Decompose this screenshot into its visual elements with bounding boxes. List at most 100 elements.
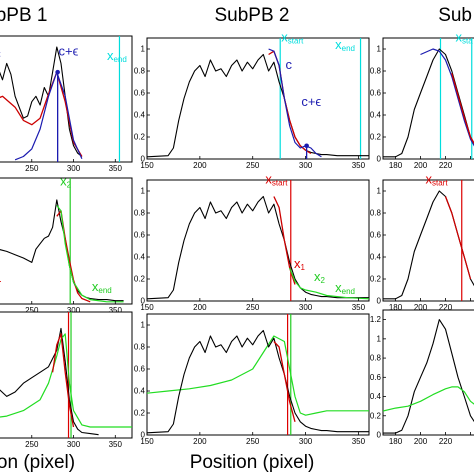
- y-tick-label-6: 1.2: [370, 315, 382, 324]
- x-tick-label-0: 180: [389, 303, 403, 312]
- x-tick-label-1: 200: [414, 303, 428, 312]
- panel-grid: 250300350cc+ϵxend250300350x21xend2503003…: [0, 29, 474, 449]
- series-fit-2: [51, 333, 75, 428]
- x-tick-label-2: 220: [439, 303, 453, 312]
- annotation-1: c+ϵ: [58, 44, 78, 59]
- x-tick-label-3: 300: [299, 303, 313, 312]
- y-tick-label-3: 0.6: [370, 373, 382, 382]
- column-title-1: SubPB 1: [0, 5, 48, 26]
- plot-area: [383, 180, 474, 301]
- y-tick-label-0: 0: [141, 431, 146, 440]
- y-tick-label-4: 0.8: [370, 209, 382, 218]
- stem-point-0: [304, 143, 309, 149]
- series-smooth-2: [56, 205, 124, 303]
- series-gaussian-2: [14, 71, 83, 161]
- x-tick-label-4: 350: [352, 161, 366, 170]
- y-tick-label-2: 0.4: [134, 111, 146, 120]
- annotation-0: c: [0, 46, 1, 61]
- x-axis-label-center: Position (pixel): [190, 452, 315, 473]
- x-tick-label-2: 220: [439, 437, 453, 446]
- y-tick-label-5: 1: [141, 45, 146, 54]
- x-tick-label-0: 150: [140, 303, 154, 312]
- y-tick-label-1: 0.2: [370, 133, 382, 142]
- y-tick-label-4: 0.8: [134, 209, 146, 218]
- x-tick-label-1: 300: [67, 306, 81, 315]
- y-tick-label-2: 0.4: [370, 111, 382, 120]
- x-tick-label-1: 200: [193, 161, 207, 170]
- x-tick-label-1: 300: [67, 164, 81, 173]
- plot-area: [0, 312, 132, 438]
- annotation-2: x2: [314, 269, 326, 285]
- column-title-2: SubPB 2: [215, 5, 290, 26]
- annotation-2: c+ϵ: [301, 94, 321, 109]
- annotation-sub-0: 2: [67, 181, 72, 190]
- plot-area: [383, 319, 474, 434]
- panel-col3-row2: 180 200 220 0 0.2 0.4 0.6 0.8 1 xstart: [370, 171, 474, 312]
- y-tick-label-0: 0: [377, 297, 382, 306]
- annotation-sub-1: 1: [300, 263, 305, 272]
- y-tick-label-4: 0.8: [134, 67, 146, 76]
- column-title-3: Sub: [438, 5, 472, 26]
- annotation-sub-0: start: [432, 178, 448, 187]
- y-tick-label-5: 1: [141, 187, 146, 196]
- y-tick-label-1: 0.2: [370, 411, 382, 420]
- y-tick-label-2: 0.4: [134, 253, 146, 262]
- x-axis-label-left: on (pixel): [0, 452, 75, 473]
- x-tick-label-1: 300: [67, 440, 81, 449]
- x-tick-label-3: 300: [299, 161, 313, 170]
- panel-frame: [382, 309, 474, 436]
- panel-frame: [146, 313, 370, 436]
- x-tick-label-1: 200: [193, 437, 207, 446]
- y-tick-label-3: 0.6: [134, 231, 146, 240]
- x-tick-label-3: 300: [299, 437, 313, 446]
- y-tick-label-3: 0.6: [134, 89, 146, 98]
- panel-col3-row1: 180 200 220 0 0.2 0.4 0.6 0.8 1 xsta: [370, 29, 474, 170]
- panel-frame: [382, 179, 474, 302]
- y-tick-label-0: 0: [377, 431, 382, 440]
- plot-area: [147, 38, 369, 159]
- series-profile-0: [383, 319, 474, 434]
- y-tick-label-4: 0.8: [134, 343, 146, 352]
- y-tick-label-2: 0.4: [370, 253, 382, 262]
- annotation-1: c: [285, 57, 292, 72]
- y-tick-label-3: 0.6: [134, 365, 146, 374]
- panel-col3-row3: 180 200 220 0 0.2 0.4 0.6 0.8 1 1.2: [370, 309, 474, 446]
- y-tick-label-2: 0.4: [370, 392, 382, 401]
- x-tick-label-1: 200: [193, 303, 207, 312]
- x-tick-label-2: 350: [109, 440, 123, 449]
- x-tick-label-0: 180: [389, 161, 403, 170]
- annotation-1: 1: [0, 270, 1, 285]
- x-tick-label-2: 350: [109, 306, 123, 315]
- y-tick-label-5: 1: [141, 321, 146, 330]
- series-profile-1: [147, 329, 369, 434]
- annotation-sub-3: end: [342, 44, 355, 53]
- stem-point-0: [55, 69, 60, 75]
- y-tick-label-0: 0: [377, 155, 382, 164]
- x-tick-label-4: 350: [352, 303, 366, 312]
- x-tick-label-0: 250: [25, 440, 39, 449]
- series-profile-0: [0, 327, 99, 436]
- series-smooth-1: [0, 333, 132, 428]
- annotation-0: xstart: [426, 171, 449, 187]
- y-tick-label-4: 0.8: [370, 67, 382, 76]
- annotation-sub-0: sta: [462, 36, 473, 45]
- panel-col1-row3: 250 300 350: [0, 311, 133, 449]
- x-tick-label-0: 150: [140, 161, 154, 170]
- annotation-sub-2: end: [98, 286, 111, 295]
- annotation-sub-2: end: [113, 55, 126, 64]
- plot-area: [0, 36, 121, 162]
- plot-area: [147, 314, 369, 435]
- annotation-1: x1: [294, 256, 306, 272]
- y-tick-label-0: 0: [141, 297, 146, 306]
- annotation-sub-0: start: [288, 36, 304, 45]
- y-tick-label-1: 0.2: [134, 275, 146, 284]
- y-tick-label-5: 1: [377, 45, 382, 54]
- y-tick-label-5: 1: [377, 187, 382, 196]
- y-tick-label-1: 0.2: [134, 409, 146, 418]
- x-tick-label-2: 350: [109, 164, 123, 173]
- series-smooth-0: [147, 335, 369, 416]
- panel-col1-row2: 250300350x21xend: [0, 174, 133, 315]
- x-tick-label-2: 250: [246, 437, 260, 446]
- y-tick-label-3: 0.6: [370, 89, 382, 98]
